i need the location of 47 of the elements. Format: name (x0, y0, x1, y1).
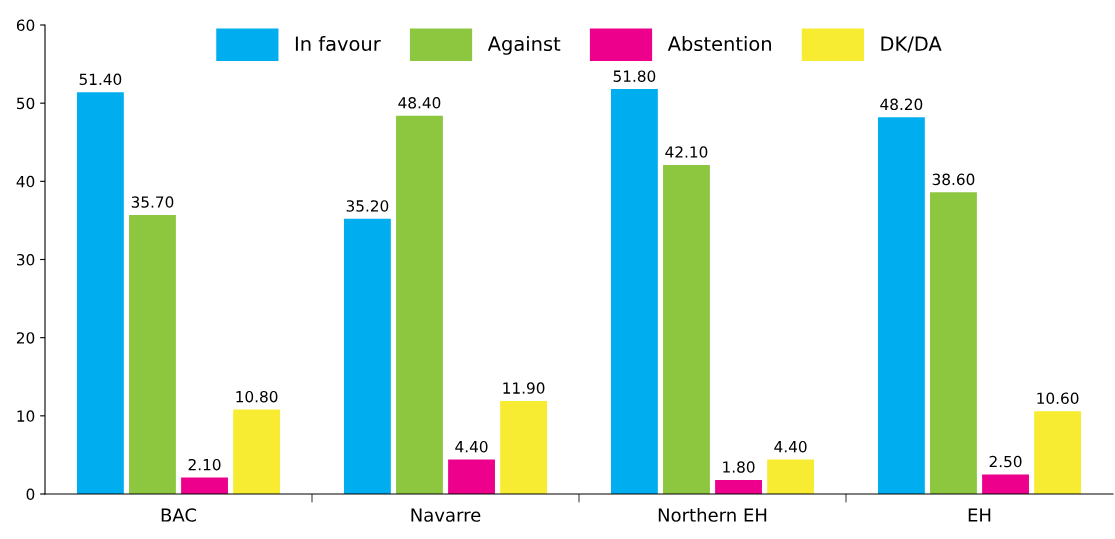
x-tick-label: Navarre (411, 508, 481, 522)
bar (715, 479, 762, 494)
data-label: 35.20 (346, 200, 389, 212)
bar (343, 218, 391, 494)
data-label: 35.70 (131, 196, 174, 208)
bar (982, 474, 1029, 494)
data-label: 48.20 (880, 98, 923, 111)
legend-label: Abstention (667, 36, 771, 52)
bar (76, 92, 124, 494)
y-tick-label: 10 (17, 410, 35, 422)
data-label: 4.40 (455, 440, 488, 453)
data-label: 48.40 (398, 96, 441, 109)
x-tick-label: BAC (161, 508, 197, 522)
data-label: 51.40 (79, 73, 122, 86)
bar (1034, 411, 1082, 494)
bar (663, 164, 710, 494)
bar (767, 459, 815, 494)
data-label: 11.90 (503, 382, 545, 394)
bar (930, 192, 977, 494)
bar (129, 214, 176, 494)
data-label: 2.50 (989, 455, 1022, 468)
x-tick-label: EH (968, 508, 991, 522)
x-tick-label: Northern EH (658, 507, 767, 522)
bar (448, 459, 495, 494)
y-tick-label: 30 (17, 253, 35, 266)
y-tick-label: 40 (16, 175, 35, 188)
data-label: 38.60 (932, 173, 975, 186)
y-tick-label: 0 (26, 488, 35, 501)
bar (181, 477, 228, 494)
legend-label: In favour (295, 36, 381, 52)
y-tick-label: 60 (16, 19, 35, 32)
y-tick-label: 20 (16, 332, 35, 344)
y-tick-label: 50 (17, 97, 35, 110)
bar (610, 89, 658, 494)
data-label: 10.60 (1037, 392, 1079, 405)
data-label: 42.10 (665, 146, 708, 158)
data-label: 1.80 (723, 461, 755, 473)
legend-label: Against (487, 36, 561, 55)
bar (877, 117, 925, 494)
legend-label: DK/DA (881, 36, 942, 53)
bar (233, 409, 281, 494)
data-label: 51.80 (613, 70, 656, 82)
bar (500, 400, 548, 494)
data-label: 10.80 (236, 390, 278, 403)
data-label: 2.10 (188, 458, 221, 471)
bar (396, 115, 443, 494)
data-label: 4.40 (774, 440, 807, 453)
